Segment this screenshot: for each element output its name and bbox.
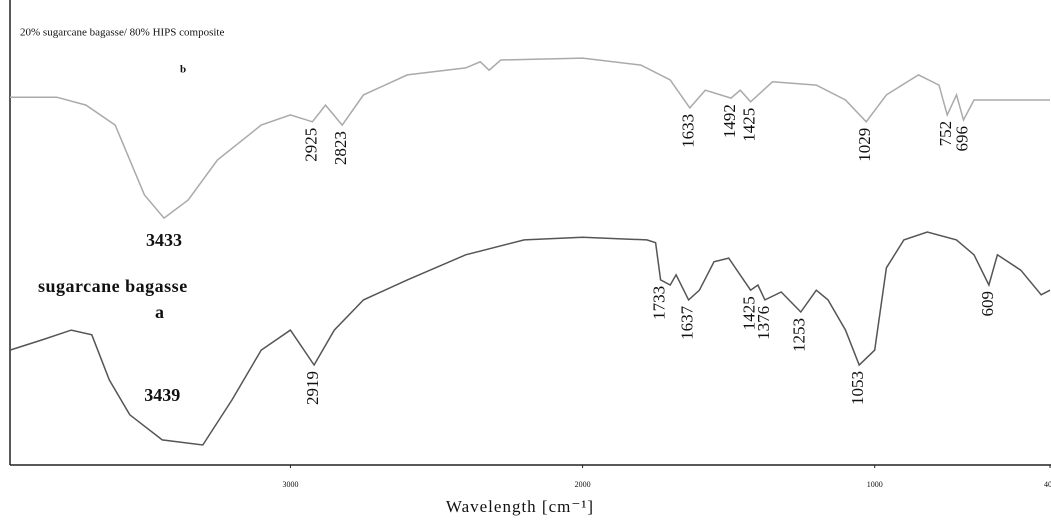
peak-label: 2919 — [303, 371, 322, 405]
spectrum-line — [10, 57, 1050, 220]
peak-label: 1029 — [855, 128, 874, 162]
peak-label: 1733 — [650, 286, 669, 320]
x-axis-label: Wavelength [cm⁻¹] — [446, 497, 594, 516]
peak-label: 1492 — [720, 104, 739, 138]
x-tick-label: 3000 — [282, 480, 298, 489]
peak-label: 609 — [978, 291, 997, 317]
peak-label: 752 — [936, 121, 955, 146]
spectrum-line — [9, 231, 1051, 446]
peak-label: 1053 — [848, 371, 867, 405]
peak-label: 3439 — [144, 385, 180, 405]
peak-label: 1633 — [679, 114, 698, 148]
peak-label: 1425 — [740, 296, 759, 330]
x-tick-label: 400 — [1044, 480, 1051, 489]
x-tick-label: 2000 — [575, 480, 591, 489]
peak-label: 1376 — [754, 306, 773, 340]
peak-label: 1253 — [790, 318, 809, 352]
peak-label: 1425 — [740, 108, 759, 142]
x-tick-label: 1000 — [867, 480, 883, 489]
peak-label: 1637 — [678, 305, 697, 340]
peak-label: 2925 — [301, 128, 320, 162]
peak-label: 696 — [952, 126, 971, 152]
peak-label: 2823 — [331, 131, 350, 165]
series-tag: b — [180, 64, 186, 76]
series-name: sugarcane bagasse — [38, 276, 188, 296]
series-tag: a — [155, 302, 164, 322]
series-name: 20% sugarcane bagasse/ 80% HIPS composit… — [20, 27, 224, 39]
peak-label: 3433 — [146, 230, 182, 250]
